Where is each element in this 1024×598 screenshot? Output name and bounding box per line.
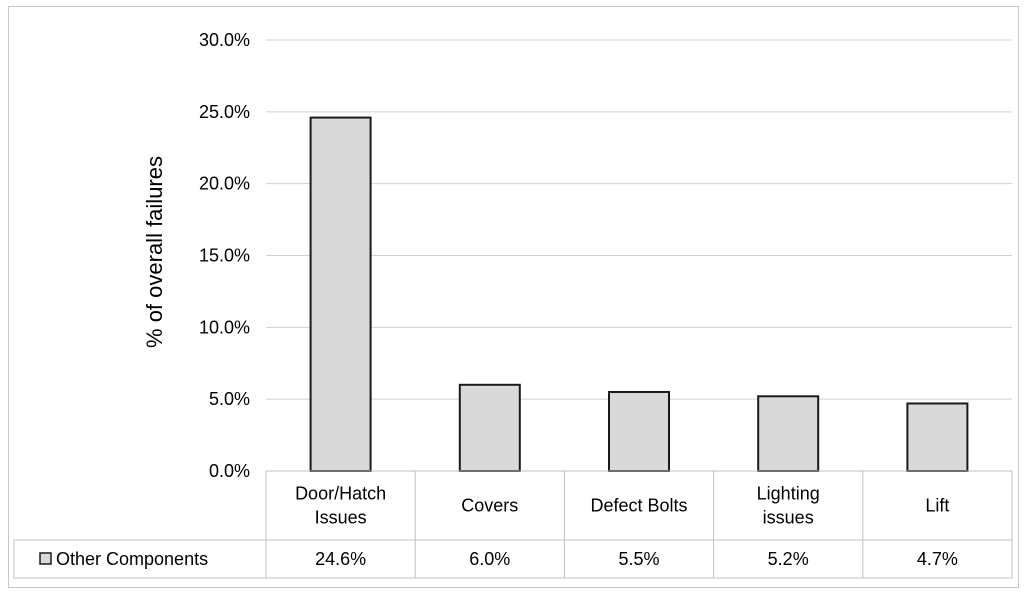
data-label: 4.7% xyxy=(917,549,958,569)
y-tick-label: 25.0% xyxy=(199,102,250,122)
y-tick-label: 15.0% xyxy=(199,246,250,266)
category-label: Door/Hatch xyxy=(295,484,386,504)
legend-entry: Other Components xyxy=(56,549,208,569)
y-tick-label: 5.0% xyxy=(209,389,250,409)
data-label: 5.5% xyxy=(618,549,659,569)
bar xyxy=(608,390,670,473)
y-axis-ticks: 0.0% 5.0% 10.0% 15.0% 20.0% 25.0% 30.0% xyxy=(199,30,250,481)
chart-frame xyxy=(8,6,1019,588)
y-tick-label: 10.0% xyxy=(199,317,250,337)
category-label: Issues xyxy=(315,508,367,528)
data-label: 5.2% xyxy=(768,549,809,569)
legend-swatch xyxy=(39,552,52,565)
category-label: Lift xyxy=(925,496,949,516)
category-label: issues xyxy=(763,508,814,528)
category-label: Lighting xyxy=(757,484,820,504)
bars xyxy=(309,116,969,473)
category-label: Covers xyxy=(461,496,518,516)
y-axis-label: % of overall failures xyxy=(142,156,167,348)
bar xyxy=(757,395,820,472)
data-table: Door/Hatch Issues Covers Defect Bolts Lighti… xyxy=(13,470,1013,579)
data-label: 6.0% xyxy=(469,549,510,569)
bar xyxy=(906,402,969,472)
y-tick-label: 20.0% xyxy=(199,174,250,194)
data-label: 24.6% xyxy=(315,549,366,569)
bar xyxy=(458,383,521,472)
y-tick-label: 30.0% xyxy=(199,30,250,50)
category-label: Defect Bolts xyxy=(590,496,687,516)
gridlines xyxy=(266,39,1012,400)
y-tick-label: 0.0% xyxy=(209,461,250,481)
bar xyxy=(309,116,372,473)
